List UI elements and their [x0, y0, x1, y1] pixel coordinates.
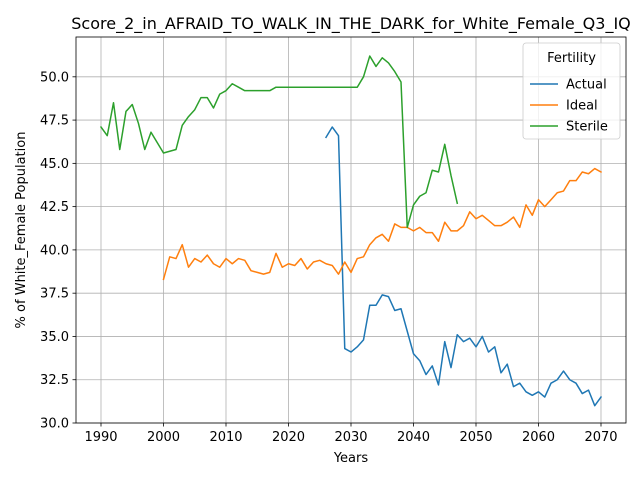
y-tick-label: 42.5: [40, 200, 69, 215]
x-tick-label: 2040: [397, 430, 430, 445]
y-tick-label: 32.5: [40, 373, 69, 388]
legend-entries: Actual Ideal Sterile: [530, 78, 608, 135]
series-lines: [99, 55, 603, 407]
x-tick-label: 2030: [334, 430, 367, 445]
x-tick-label: 2070: [584, 430, 617, 445]
x-tick-label: 1990: [84, 430, 117, 445]
legend-label-actual: Actual: [566, 78, 607, 93]
legend-title: Fertility: [547, 51, 596, 66]
legend: Fertility Actual Ideal Sterile: [522, 42, 621, 140]
y-tick-label: 35.0: [40, 330, 69, 345]
legend-label-sterile: Sterile: [566, 120, 608, 135]
y-tick-label: 30.0: [40, 417, 69, 432]
chart-title: Score_2_in_AFRAID_TO_WALK_IN_THE_DARK_fo…: [71, 14, 631, 34]
x-tick-label: 2060: [522, 430, 555, 445]
y-axis-label: % of White_Female Population: [14, 132, 29, 329]
series-line-actual: [324, 126, 603, 407]
y-tick-label: 50.0: [40, 70, 69, 85]
x-tick-label: 2050: [459, 430, 492, 445]
legend-box: [522, 42, 621, 140]
series-line-ideal: [162, 167, 603, 281]
y-tick-label: 37.5: [40, 287, 69, 302]
y-tick-label: 45.0: [40, 157, 69, 172]
y-tick-label: 47.5: [40, 114, 69, 129]
x-axis-label: Years: [333, 451, 369, 466]
axis-ticks: 1990 2000 2010 2020 2030 2040 2050 2060 2070 30.0…: [40, 70, 618, 445]
legend-label-ideal: Ideal: [566, 99, 598, 114]
x-tick-label: 2000: [147, 430, 180, 445]
x-tick-label: 2020: [272, 430, 305, 445]
series-line-sterile: [99, 55, 459, 229]
x-tick-label: 2010: [209, 430, 242, 445]
y-tick-label: 40.0: [40, 243, 69, 258]
